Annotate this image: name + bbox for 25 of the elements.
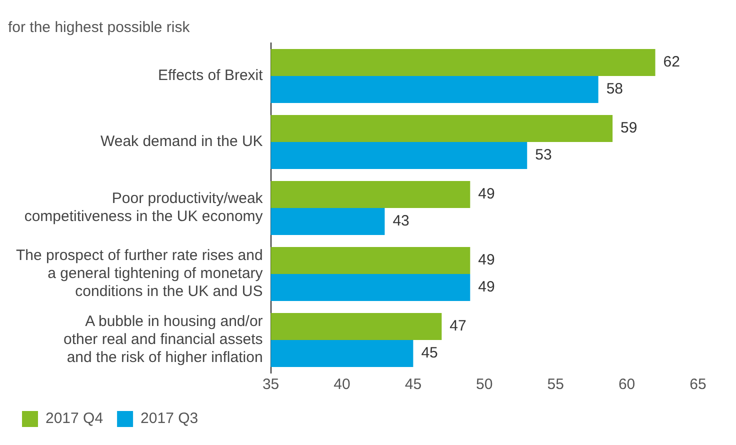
data-label: 59 — [620, 120, 638, 137]
data-label: 58 — [606, 80, 624, 98]
data-label: 49 — [478, 252, 495, 269]
y-tick-label: Effects of Brexit — [158, 67, 264, 84]
y-tick-label: The prospect of further rate rises and a general tightening of monetary conditions in the UK and US — [16, 247, 264, 300]
y-tick-label: Weak demand in the UK — [100, 133, 263, 150]
legend-label: 2017 Q3 — [140, 410, 198, 428]
y-tick-label: Poor productivity/weak competitiveness in the UK economy — [24, 190, 264, 226]
data-label: 47 — [450, 318, 466, 335]
x-tick-label: 45 — [404, 376, 422, 394]
data-label: 62 — [663, 54, 680, 71]
data-label: 45 — [421, 344, 438, 362]
data-label: 53 — [535, 146, 552, 164]
y-tick-label: A bubble in housing and/or other real and financial assets and the risk of higher inflation — [63, 313, 263, 366]
text: for the highest possible risk — [8, 19, 190, 36]
x-tick-label: 40 — [334, 376, 350, 394]
x-tick-label: 35 — [262, 376, 280, 394]
data-label: 43 — [392, 212, 410, 230]
x-tick-label: 55 — [547, 376, 564, 394]
legend-label: 2017 Q4 — [46, 410, 104, 428]
x-tick-label: 60 — [618, 376, 636, 394]
data-label: 49 — [478, 186, 495, 203]
x-tick-label: 65 — [690, 376, 706, 394]
x-tick-label: 50 — [476, 376, 493, 394]
data-label: 49 — [478, 278, 495, 296]
